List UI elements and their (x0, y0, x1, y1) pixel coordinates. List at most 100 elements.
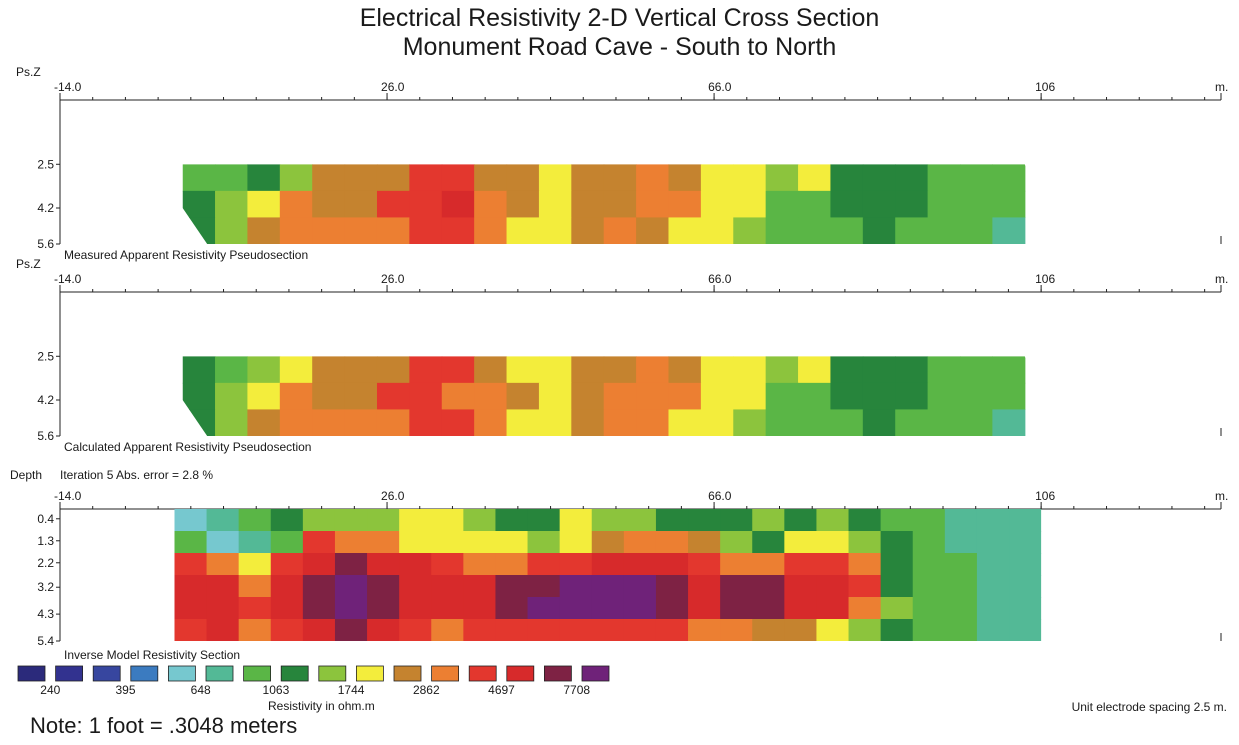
heatmap-cell (474, 382, 508, 411)
heatmap-cell (238, 509, 272, 532)
heatmap-cell (238, 575, 272, 598)
heatmap-cell (959, 382, 993, 411)
heatmap-cell (700, 164, 734, 192)
heatmap-cell (1009, 619, 1042, 641)
heatmap-cell (976, 597, 1010, 620)
heatmap-cell (559, 575, 593, 598)
heatmap-cell (215, 190, 249, 219)
panel-3-y-tick-label: 3.2 (37, 580, 54, 594)
panel-2-x-tick-label: 66.0 (708, 272, 732, 286)
heatmap-cell (591, 509, 625, 532)
heatmap-cell (733, 356, 767, 384)
legend-swatch (205, 665, 234, 682)
heatmap-cell (344, 164, 378, 192)
heatmap-cell (474, 217, 508, 244)
panel-3-y-tick-label: 1.3 (37, 534, 54, 548)
heatmap-cell (431, 531, 464, 554)
heatmap-cell (912, 509, 946, 532)
heatmap-cell (174, 619, 208, 641)
heatmap-cell (312, 217, 346, 244)
heatmap-cell (862, 382, 896, 411)
panel-1-y-label: Ps.Z (16, 65, 41, 79)
heatmap-cell (174, 575, 208, 598)
heatmap-cell (636, 190, 670, 219)
heatmap-cell (312, 409, 346, 436)
heatmap-cell (247, 409, 281, 436)
heatmap-cell (927, 356, 961, 384)
heatmap-cell (399, 531, 432, 554)
heatmap-cell (215, 382, 249, 411)
heatmap-cell (830, 164, 864, 192)
heatmap-cell (399, 509, 432, 532)
heatmap-cell (895, 356, 929, 384)
heatmap-cell (927, 164, 961, 192)
panel-1-x-unit: m. (1215, 80, 1228, 94)
heatmap-cell (247, 164, 281, 192)
heatmap-cell (270, 619, 304, 641)
legend-swatch (243, 665, 272, 682)
heatmap-cell (765, 356, 799, 384)
heatmap-cell (688, 531, 721, 554)
heatmap-cell (182, 382, 216, 411)
heatmap-cell (944, 531, 978, 554)
heatmap-cell (399, 553, 432, 576)
heatmap-cell (591, 619, 625, 641)
heatmap-cell (992, 190, 1026, 219)
heatmap-cell (700, 409, 734, 436)
heatmap-cell (591, 575, 625, 598)
legend-value-label: 648 (191, 683, 211, 697)
heatmap-cell (302, 553, 336, 576)
heatmap-cell (559, 597, 593, 620)
legend-swatch (355, 665, 384, 682)
heatmap-cell (441, 356, 475, 384)
heatmap-cell (506, 190, 540, 219)
heatmap-cell (238, 597, 272, 620)
heatmap-cell (538, 164, 572, 192)
heatmap-cell (688, 597, 721, 620)
heatmap-cell (862, 217, 896, 244)
panel-2-x-tick-label: 106 (1035, 272, 1055, 286)
heatmap-cell (752, 509, 785, 532)
heatmap-cell (862, 164, 896, 192)
heatmap-cell (992, 217, 1026, 244)
heatmap-cell (880, 531, 914, 554)
heatmap-cell (816, 509, 850, 532)
heatmap-cell (344, 409, 378, 436)
legend-swatch (92, 665, 121, 682)
heatmap-cell (182, 164, 216, 192)
panel-1-x-tick-label: 106 (1035, 80, 1055, 94)
heatmap-cell (623, 619, 657, 641)
panel-3-heatmap (174, 509, 1042, 641)
panel-2-section-name: Calculated Apparent Resistivity Pseudose… (64, 440, 311, 454)
heatmap-cell (765, 409, 799, 436)
panel-2-x-tick-label: -14.0 (54, 272, 82, 286)
heatmap-cell (816, 553, 850, 576)
heatmap-cell (700, 382, 734, 411)
heatmap-cell (752, 597, 785, 620)
heatmap-cell (944, 597, 978, 620)
heatmap-cell (495, 597, 529, 620)
heatmap-cell (912, 597, 946, 620)
heatmap-cell (495, 509, 529, 532)
heatmap-cell (959, 190, 993, 219)
heatmap-cell (302, 575, 336, 598)
heatmap-cell (279, 190, 313, 219)
heatmap-cell (463, 575, 497, 598)
heatmap-cell (506, 409, 540, 436)
heatmap-cell (495, 531, 529, 554)
panel-1-x-tick-label: 26.0 (381, 80, 405, 94)
heatmap-cell (506, 217, 540, 244)
heatmap-cell (636, 382, 670, 411)
heatmap-cell (765, 382, 799, 411)
heatmap-cell (880, 553, 914, 576)
heatmap-cell (206, 575, 240, 598)
heatmap-cell (992, 382, 1026, 411)
heatmap-cell (182, 217, 216, 244)
heatmap-cell (182, 409, 216, 436)
heatmap-cell (399, 575, 432, 598)
heatmap-cell (376, 382, 410, 411)
heatmap-cell (206, 531, 240, 554)
heatmap-cell (527, 575, 561, 598)
heatmap-cell (720, 509, 753, 532)
heatmap-cell (912, 619, 946, 641)
